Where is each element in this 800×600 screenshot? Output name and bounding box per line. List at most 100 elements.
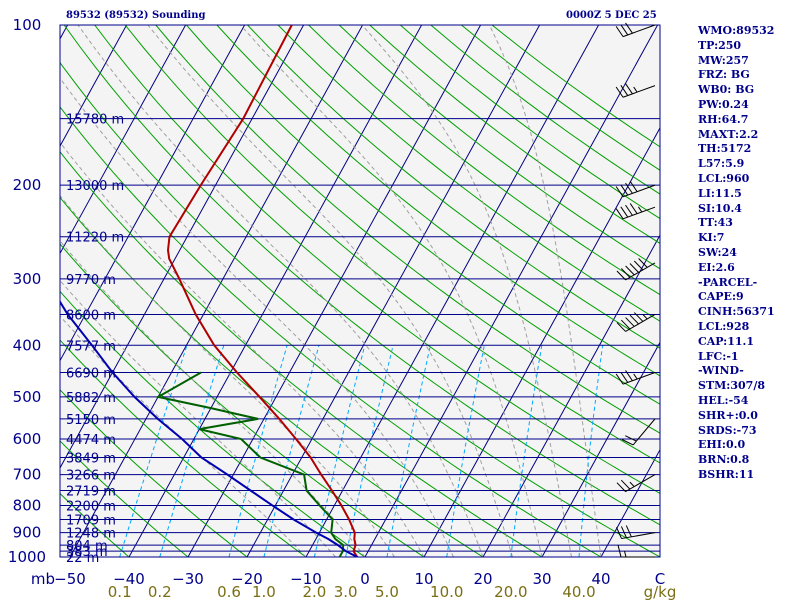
parcel-curve [60, 299, 358, 557]
dry-adiabat [60, 106, 603, 557]
stat-line: TT:43 [698, 216, 733, 230]
stat-line: LI:11.5 [698, 186, 742, 200]
isotherm-line [600, 448, 660, 557]
stat-line: SRDS:-73 [698, 423, 757, 437]
stat-line: BRN:0.8 [698, 453, 750, 467]
isotherm-line [246, 25, 541, 557]
dry-adiabat [60, 196, 484, 557]
dry-adiabat [277, 25, 660, 322]
barb-half-flag [624, 550, 627, 558]
barb-flag [616, 270, 626, 281]
temperature-tick-label: 40 [591, 570, 610, 588]
barb-staff [625, 262, 656, 281]
stat-line: LCL:960 [698, 172, 750, 185]
barb-flag [620, 371, 629, 383]
height-label: 4474 m [66, 433, 116, 448]
wind-barb [615, 203, 656, 220]
temperature-tick-label: 0 [360, 570, 370, 588]
height-label: 1709 m [66, 513, 116, 528]
height-label: 383 m [66, 545, 108, 560]
temperature-tick-label: −50 [54, 570, 86, 588]
wind-barbs [615, 22, 656, 558]
barb-flag [615, 26, 624, 37]
dry-adiabat [338, 25, 660, 270]
height-label: 2719 m [66, 485, 116, 500]
stat-line: MW:257 [698, 53, 749, 67]
barb-flag [625, 317, 635, 327]
barb-flag [629, 181, 638, 192]
stat-line: LCL:928 [698, 320, 750, 333]
barb-flag [616, 527, 622, 539]
mixing-ratio-label: 2.0 [302, 583, 326, 600]
mixing-ratio-label: 0.6 [217, 583, 241, 600]
pressure-tick-label: 300 [13, 270, 42, 288]
wind-barb [616, 258, 656, 281]
pressure-tick-label: 500 [13, 388, 42, 406]
barb-flag [625, 265, 635, 276]
height-label: 7577 m [66, 339, 116, 354]
wind-barb [621, 418, 656, 446]
stat-line: CAPE:9 [698, 290, 744, 304]
stat-line: WB0: BG [698, 83, 755, 97]
height-label: 5150 m [66, 413, 116, 428]
stat-line: HEL:-54 [698, 394, 749, 407]
barb-staff [621, 532, 656, 540]
wind-barb [616, 312, 656, 332]
isotherm-line [60, 25, 128, 148]
barb-flag [625, 525, 632, 538]
isotherm-line [60, 25, 187, 255]
barb-flag [615, 86, 624, 98]
barb-staff [622, 372, 656, 385]
x-unit-label: mb [31, 570, 55, 588]
barb-half-flag [633, 373, 638, 380]
wind-barb [615, 181, 656, 198]
temperature-tick-label: −30 [172, 570, 204, 588]
barb-flag [620, 184, 629, 196]
stat-line: TP:250 [698, 38, 742, 52]
temperature-tick-label: −20 [231, 570, 263, 588]
barb-flag [633, 260, 644, 271]
barb-flag [638, 258, 648, 268]
dry-adiabat [247, 25, 660, 349]
temperature-tick-label: C [655, 570, 665, 588]
stat-line: SHR+:0.0 [698, 408, 758, 422]
stat-line: CINH:56371 [698, 305, 775, 319]
mixing-ratio-label: 40.0 [562, 583, 595, 600]
isotherm-line [541, 341, 660, 557]
mixing-ratio-label: 10.0 [430, 583, 463, 600]
temperature-tick-label: −40 [113, 570, 145, 588]
pressure-tick-label: 700 [13, 466, 42, 484]
stat-line: -WIND- [698, 364, 744, 378]
height-label: 22 m [66, 551, 99, 566]
mixing-ratio-label: 3.0 [334, 583, 358, 600]
isotherm-line [60, 25, 246, 362]
mixing-ratio-label: 20.0 [494, 583, 527, 600]
time-label: 0000Z 5 DEC 25 [566, 10, 657, 21]
stat-line: CAP:11.1 [698, 334, 755, 348]
dry-adiabat [60, 389, 248, 557]
isotherm-line [187, 25, 482, 557]
station-title: 89532 (89532) Sounding [66, 10, 206, 21]
mixing-ratio-label: 1.0 [252, 583, 276, 600]
isotherm-line [128, 25, 423, 557]
barb-flag [620, 85, 629, 96]
stat-line: KI:7 [698, 231, 725, 245]
wind-barb [615, 22, 656, 38]
wind-barb [617, 544, 655, 558]
pressure-tick-label: 1000 [8, 548, 46, 566]
grid-layer [59, 24, 661, 558]
stat-line: SW:24 [698, 246, 737, 259]
height-label: 8600 m [66, 308, 116, 323]
barb-staff [622, 24, 656, 38]
temperature-tick-label: 10 [414, 570, 433, 588]
height-label: 1248 m [66, 527, 116, 542]
stat-line: -PARCEL- [698, 275, 758, 289]
pressure-tick-label: 800 [13, 496, 42, 514]
isotherm-line [364, 25, 659, 557]
barb-flag [620, 526, 627, 538]
stat-line: L57:5.9 [698, 157, 745, 171]
wind-barb [616, 525, 656, 540]
sounding-curves [60, 25, 359, 557]
stat-line: RH:64.7 [698, 112, 749, 126]
barb-flag [625, 83, 633, 95]
